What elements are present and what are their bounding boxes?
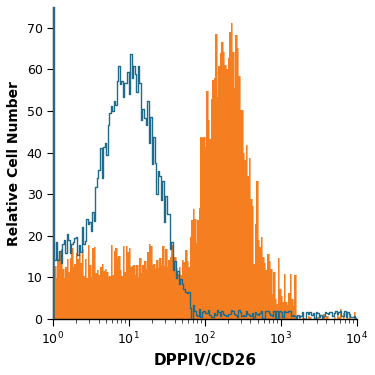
X-axis label: DPPIV/CD26: DPPIV/CD26 xyxy=(153,353,256,368)
Y-axis label: Relative Cell Number: Relative Cell Number xyxy=(7,81,21,246)
